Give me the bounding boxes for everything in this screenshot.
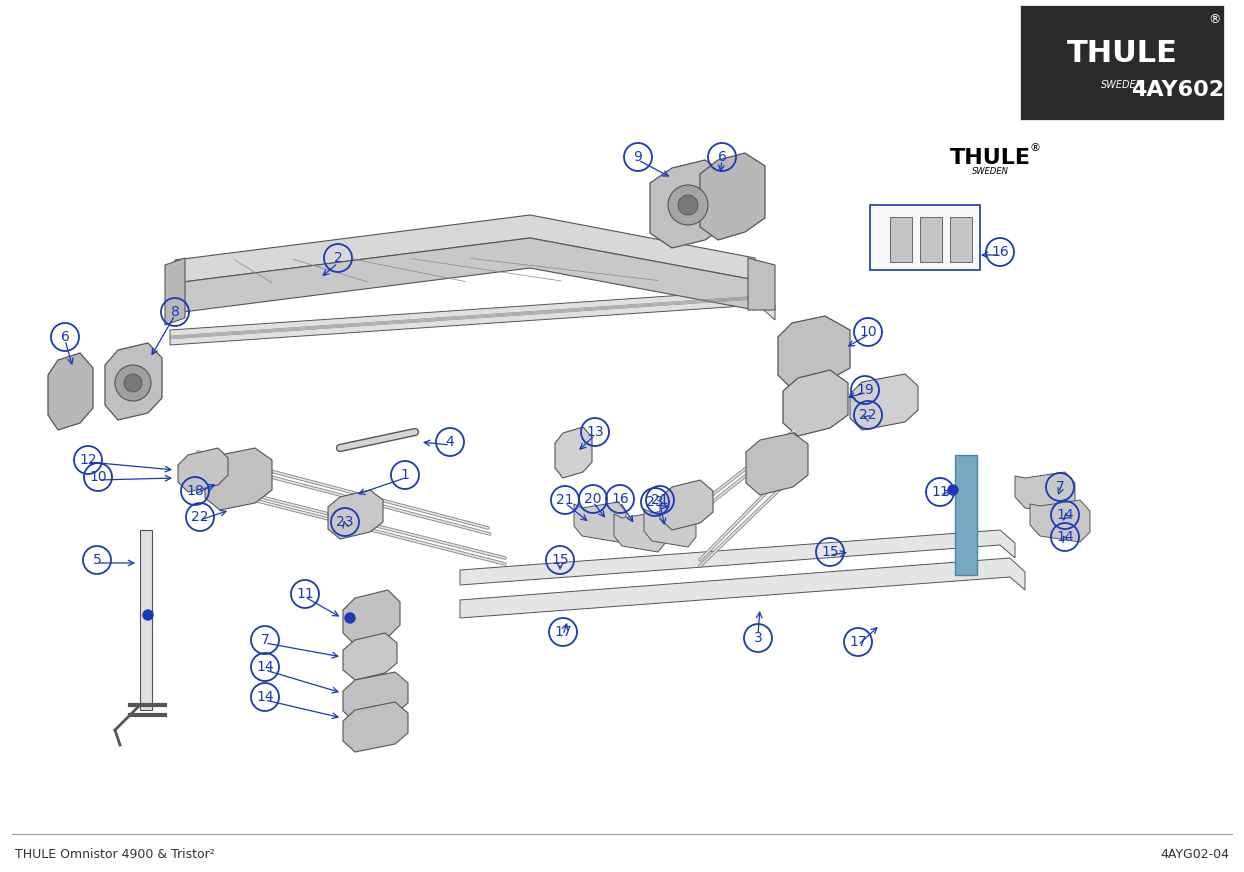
Text: 8: 8 [170,305,179,319]
Polygon shape [460,558,1025,618]
Text: SWEDEN: SWEDEN [972,167,1009,176]
Text: THULE: THULE [949,148,1030,168]
Text: 4AY602: 4AY602 [1131,80,1224,100]
Text: 19: 19 [856,383,873,397]
Text: THULE Omnistor 4900 & Tristor²: THULE Omnistor 4900 & Tristor² [15,848,215,861]
Text: 4900: 4900 [20,80,82,100]
Polygon shape [661,480,713,530]
Polygon shape [748,258,775,310]
Text: 10: 10 [90,470,107,484]
Text: 17: 17 [850,635,867,649]
Text: 21: 21 [556,493,573,507]
Circle shape [345,613,355,623]
Polygon shape [343,590,401,645]
Text: 12: 12 [80,453,97,467]
Circle shape [678,195,698,215]
Text: 6: 6 [61,330,70,344]
Polygon shape [1030,500,1090,542]
Text: 11: 11 [296,587,313,601]
Bar [955,455,977,575]
Text: 23: 23 [336,515,353,529]
Text: 10: 10 [860,325,877,339]
Text: 5: 5 [92,553,101,567]
Circle shape [124,374,142,392]
Polygon shape [175,238,755,313]
Text: 7: 7 [261,633,270,647]
Text: 13: 13 [586,425,603,439]
Text: SWEDEN: SWEDEN [1101,80,1143,90]
Text: 15: 15 [821,545,838,559]
Text: 16: 16 [991,245,1009,259]
Polygon shape [700,153,765,240]
Text: 18: 18 [187,484,204,498]
Text: 20: 20 [585,492,602,506]
Bar [950,217,972,262]
Circle shape [668,185,708,225]
Text: 14: 14 [256,690,274,704]
Polygon shape [573,502,626,542]
Text: 21: 21 [651,493,669,507]
Bar [1020,5,1224,120]
Text: 7: 7 [1056,480,1065,494]
Text: 4AYG02-04: 4AYG02-04 [1159,848,1229,861]
Text: 23: 23 [646,495,664,509]
Text: 22: 22 [192,510,209,524]
Text: 3: 3 [754,631,763,645]
Polygon shape [782,370,848,436]
Polygon shape [205,448,272,510]
Bar [889,217,912,262]
Bar [921,217,942,262]
Text: ®: ® [1209,13,1222,26]
Polygon shape [746,433,809,495]
Polygon shape [328,490,383,539]
Polygon shape [170,290,775,345]
Circle shape [114,365,151,401]
Polygon shape [141,530,152,710]
Text: 11: 11 [931,485,949,499]
Polygon shape [460,530,1015,585]
Polygon shape [104,343,162,420]
Text: 14: 14 [1056,508,1074,522]
Polygon shape [165,258,185,325]
Polygon shape [175,215,755,283]
Polygon shape [555,427,592,478]
Text: 15: 15 [551,553,569,567]
Polygon shape [49,353,93,430]
Text: 4: 4 [445,435,454,449]
Polygon shape [1015,472,1075,514]
Polygon shape [615,512,666,552]
Polygon shape [850,374,918,430]
Circle shape [143,610,153,620]
Text: 2022 SPARE PARTS LIST: 2022 SPARE PARTS LIST [20,35,317,55]
Text: 6: 6 [718,150,726,164]
Text: 22: 22 [860,408,877,422]
Text: ®: ® [1030,143,1040,153]
Bar [870,205,980,270]
Text: THULE: THULE [1066,38,1177,67]
Text: 14: 14 [256,660,274,674]
Text: 9: 9 [633,150,642,164]
Text: 1: 1 [401,468,409,482]
Polygon shape [651,160,728,248]
Polygon shape [343,672,408,722]
Text: 16: 16 [611,492,629,506]
Text: 17: 17 [554,625,572,639]
Polygon shape [343,702,408,752]
Text: 2: 2 [333,251,342,265]
Polygon shape [778,316,850,389]
Polygon shape [644,507,695,547]
Circle shape [948,485,958,495]
Text: 14: 14 [1056,530,1074,544]
Polygon shape [343,633,397,680]
Polygon shape [178,448,228,492]
